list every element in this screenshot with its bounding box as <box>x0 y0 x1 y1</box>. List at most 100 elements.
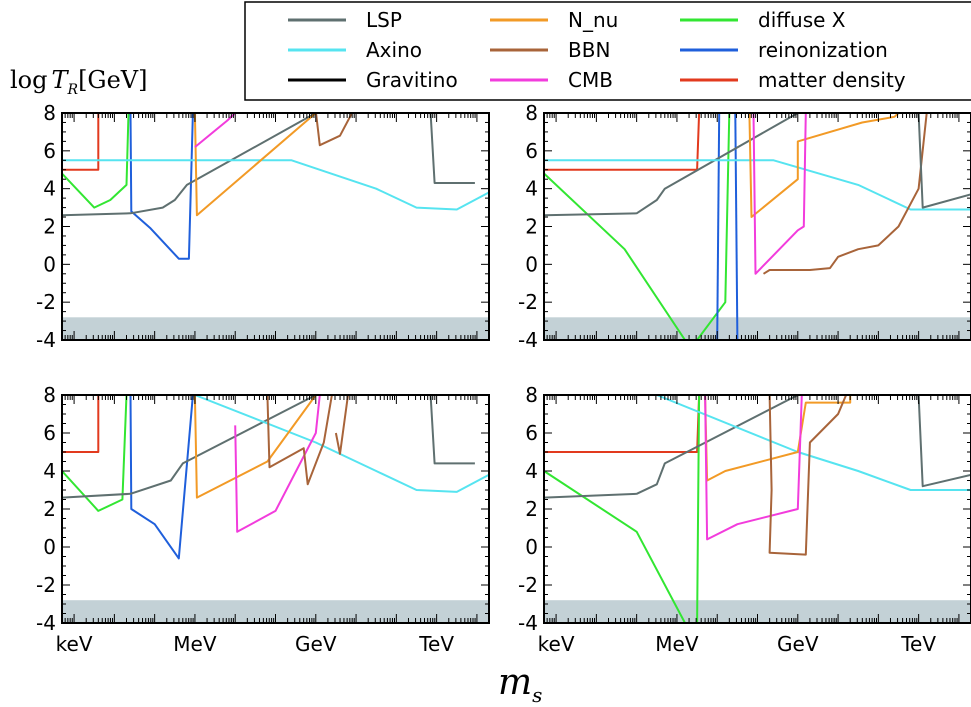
series-axino-line <box>656 395 971 491</box>
series-group <box>544 395 971 623</box>
panel-top-right <box>543 112 971 341</box>
y-tick-label: 6 <box>525 139 538 163</box>
plot-frame <box>61 394 490 624</box>
excluded-band <box>544 317 971 340</box>
series-cmb-line <box>234 395 321 533</box>
x-tick-label-tev: TeV <box>900 632 936 656</box>
x-tick-label-tev: TeV <box>418 632 454 656</box>
y-tick-label: 6 <box>43 421 56 445</box>
series-n-nu-line <box>193 395 365 499</box>
legend-entry-axino: Axino <box>288 38 422 62</box>
series-lsp-line <box>917 395 971 488</box>
y-tick-label: -4 <box>518 328 538 352</box>
legend-entry-gravitino: Gravitino <box>288 68 458 92</box>
y-tick-label: 4 <box>525 459 538 483</box>
series-reinonization-line <box>129 113 194 260</box>
y-tick-label: -2 <box>36 573 56 597</box>
series-reinonization-line <box>129 395 194 560</box>
series-axino-line <box>62 159 489 211</box>
x-tick-label-kev: keV <box>538 632 575 656</box>
series-group <box>62 113 489 260</box>
legend-label: BBN <box>568 38 610 62</box>
legend-label: matter density <box>758 68 906 92</box>
series-cmb-line <box>194 113 236 148</box>
x-tick-label-mev: MeV <box>173 632 217 656</box>
legend-entry-n-nu: N_nu <box>490 8 618 32</box>
axis-ticks <box>544 112 971 341</box>
x-tick-label-gev: GeV <box>777 632 819 656</box>
y-tick-label: 2 <box>43 497 56 521</box>
panel-top-left <box>61 112 490 341</box>
y-tick-label: 8 <box>525 101 538 125</box>
y-tick-label: -4 <box>36 611 56 635</box>
legend: LSP Axino Gravitino N_nu BBN CMB diffuse X rein… <box>244 1 971 101</box>
series-bbn-line <box>315 113 353 147</box>
series-lsp-line <box>429 395 475 465</box>
y-tick-label: -2 <box>36 290 56 314</box>
series-cmb-line <box>704 395 803 541</box>
series-diffuse-x-line <box>544 113 731 340</box>
legend-box <box>244 1 971 101</box>
y-tick-label: 4 <box>43 177 56 201</box>
series-diffuse-x-line <box>544 395 701 623</box>
y-tick-label: 4 <box>525 177 538 201</box>
y-tick-label: -2 <box>518 573 538 597</box>
series-group <box>62 395 489 560</box>
y-tick-label: 2 <box>43 215 56 239</box>
series-bbn-line <box>768 395 848 556</box>
series-cmb-line <box>752 113 807 275</box>
y-axis-title: log TR[GeV] <box>10 66 148 98</box>
y-tick-label: 6 <box>525 421 538 445</box>
y-tick-label: 8 <box>525 383 538 407</box>
y-tick-label: 4 <box>43 459 56 483</box>
y-tick-label: -4 <box>36 328 56 352</box>
x-tick-label-mev: MeV <box>655 632 699 656</box>
legend-label: Gravitino <box>366 68 458 92</box>
series-n-nu-line <box>193 113 365 217</box>
series-axino-line <box>544 159 971 211</box>
series-group <box>544 113 971 340</box>
legend-entry-diffuse-x: diffuse X <box>680 8 846 32</box>
y-tick-label: -4 <box>518 611 538 635</box>
series-reinonization-line <box>734 113 739 340</box>
x-axis-title: ms <box>498 662 542 707</box>
x-axis-title-var: m <box>498 662 532 703</box>
legend-entry-reinonization: reinonization <box>680 38 888 62</box>
panels-layer <box>61 112 971 624</box>
series-matter-density-line <box>62 395 100 453</box>
y-tick-label: 2 <box>525 215 538 239</box>
series-lsp-line <box>62 395 317 499</box>
excluded-band <box>62 600 489 623</box>
series-bbn-line <box>762 113 928 275</box>
legend-entry-matter-density: matter density <box>680 68 906 92</box>
y-tick-label: 0 <box>525 252 538 276</box>
series-bbn-line <box>334 395 349 455</box>
y-tick-label: 8 <box>43 101 56 125</box>
series-lsp-line <box>62 113 317 217</box>
y-tick-label: 6 <box>43 139 56 163</box>
excluded-band <box>544 600 971 623</box>
panel-bottom-right <box>543 394 971 624</box>
axis-ticks <box>544 394 971 624</box>
excluded-band <box>62 317 489 340</box>
legend-label: LSP <box>366 8 402 32</box>
legend-entry-lsp: LSP <box>288 8 402 32</box>
x-tick-label-gev: GeV <box>295 632 337 656</box>
y-tick-label: 0 <box>43 252 56 276</box>
legend-entry-bbn: BBN <box>490 38 610 62</box>
series-axino-line <box>194 395 489 493</box>
y-tick-label: 2 <box>525 497 538 521</box>
legend-label: reinonization <box>758 38 888 62</box>
series-lsp-line <box>429 113 475 184</box>
series-lsp-line <box>544 395 799 499</box>
plot-frame <box>543 394 971 624</box>
legend-label: CMB <box>568 68 613 92</box>
series-n-nu-line <box>748 113 900 218</box>
series-diffuse-x-line <box>62 395 128 512</box>
legend-entry-cmb: CMB <box>490 68 613 92</box>
y-axis-title-main: log <box>10 66 48 94</box>
y-axis-title-unit: [GeV] <box>78 66 147 94</box>
x-tick-labels: keV MeV GeV TeV keV MeV GeV TeV <box>56 632 937 656</box>
legend-label: N_nu <box>568 8 618 32</box>
legend-label: diffuse X <box>758 8 846 32</box>
